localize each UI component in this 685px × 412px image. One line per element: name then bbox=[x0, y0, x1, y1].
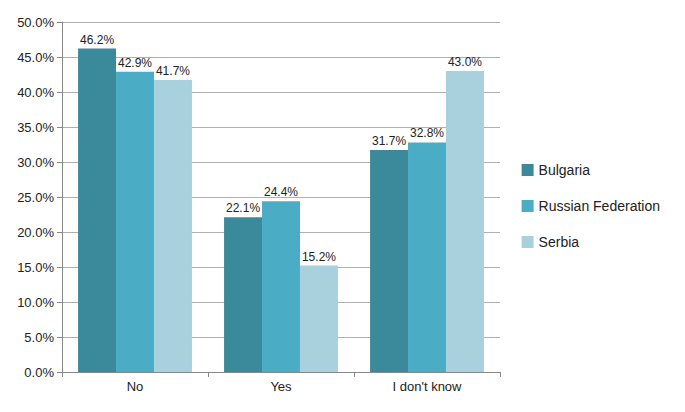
svg-text:24.4%: 24.4% bbox=[264, 185, 298, 199]
svg-text:Serbia: Serbia bbox=[539, 234, 580, 250]
svg-text:20.0%: 20.0% bbox=[17, 225, 54, 240]
svg-text:Russian Federation: Russian Federation bbox=[539, 198, 660, 214]
svg-text:5.0%: 5.0% bbox=[24, 330, 54, 345]
svg-text:31.7%: 31.7% bbox=[372, 134, 406, 148]
svg-text:25.0%: 25.0% bbox=[17, 190, 54, 205]
svg-text:I don't know: I don't know bbox=[393, 379, 463, 394]
svg-text:50.0%: 50.0% bbox=[17, 15, 54, 30]
svg-text:30.0%: 30.0% bbox=[17, 155, 54, 170]
svg-text:0.0%: 0.0% bbox=[24, 365, 54, 380]
svg-text:22.1%: 22.1% bbox=[226, 201, 260, 215]
svg-text:32.8%: 32.8% bbox=[410, 126, 444, 140]
svg-text:10.0%: 10.0% bbox=[17, 295, 54, 310]
svg-text:No: No bbox=[127, 379, 144, 394]
svg-text:43.0%: 43.0% bbox=[448, 55, 482, 69]
svg-text:15.0%: 15.0% bbox=[17, 260, 54, 275]
svg-text:46.2%: 46.2% bbox=[80, 33, 114, 47]
svg-text:15.2%: 15.2% bbox=[302, 250, 336, 264]
svg-text:42.9%: 42.9% bbox=[118, 56, 152, 70]
svg-text:40.0%: 40.0% bbox=[17, 85, 54, 100]
svg-text:41.7%: 41.7% bbox=[156, 64, 190, 78]
svg-text:35.0%: 35.0% bbox=[17, 120, 54, 135]
svg-text:Bulgaria: Bulgaria bbox=[539, 162, 591, 178]
svg-text:45.0%: 45.0% bbox=[17, 50, 54, 65]
svg-text:Yes: Yes bbox=[270, 379, 292, 394]
